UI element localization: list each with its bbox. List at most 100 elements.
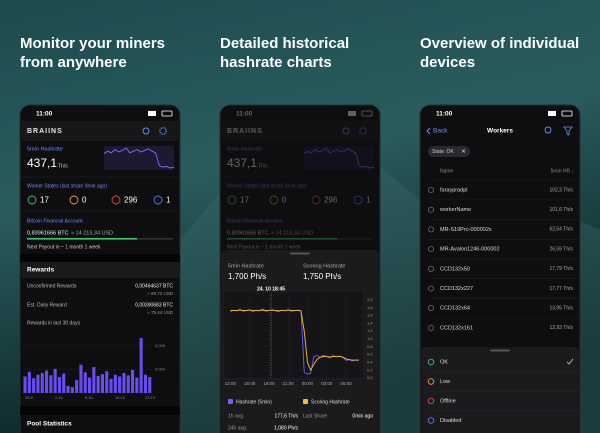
stat-value: 1,080 Ph/s xyxy=(274,425,298,431)
account-label: Bitcoin Financial Account xyxy=(27,218,83,224)
worker-states-label: Worker States (last share 0min ago) xyxy=(227,183,307,189)
filter-chip[interactable] xyxy=(428,146,470,157)
reward-bar xyxy=(139,338,143,393)
state-icon xyxy=(427,417,435,424)
back-button[interactable]: Back xyxy=(433,128,448,135)
metric-label: 5min Hashrate xyxy=(228,263,264,269)
x-tick-label: 2.10 xyxy=(55,395,64,400)
settings-icon[interactable] xyxy=(159,127,167,135)
stat-label: Last Share xyxy=(303,413,327,419)
worker-hashrate: 62,54 Th/s xyxy=(549,227,573,233)
reward-usd: ≈ 75,44 USD xyxy=(147,310,173,315)
filter-icon[interactable] xyxy=(563,126,573,136)
x-tick-label: 12:00 xyxy=(225,381,237,386)
reward-bar xyxy=(96,375,100,393)
y-tick-label: 0,6 xyxy=(367,352,373,357)
worker-name[interactable]: faraypradpl xyxy=(440,187,468,193)
state-option[interactable]: Low xyxy=(440,379,450,385)
worker-state-count: 1 xyxy=(166,196,171,205)
column-header: 5min HR ↓ xyxy=(551,168,574,174)
metric-value: 1,750 Ph/s xyxy=(303,272,341,281)
worker-hashrate: 17,79 Th/s xyxy=(549,266,573,272)
x-tick-label: 18:00 xyxy=(263,381,275,386)
balance-usd: ≈ 14 213,34 USD xyxy=(271,230,313,236)
worker-state-count: 0 xyxy=(282,196,287,205)
payout-track xyxy=(227,238,373,240)
x-tick-label: 00:00 xyxy=(302,381,314,386)
app-header xyxy=(220,121,380,141)
payout-progress xyxy=(27,238,137,240)
worker-name[interactable]: workerName xyxy=(439,207,471,213)
worker-hashrate: 12,93 Th/s xyxy=(549,325,573,331)
state-icon xyxy=(427,378,435,385)
metric-value: 1,700 Ph/s xyxy=(228,272,266,281)
legend-label: Scoring Hashrate xyxy=(311,399,350,405)
reward-bar xyxy=(100,374,104,393)
reward-bar xyxy=(70,387,74,393)
heading: hashrate charts xyxy=(220,54,332,71)
state-option[interactable]: Disabled xyxy=(440,418,461,424)
status-time: 11:00 xyxy=(236,111,253,118)
hashrate-value: 437,1 xyxy=(227,156,257,170)
state-option[interactable]: OK xyxy=(440,359,448,365)
worker-name[interactable]: MR-S19Pro-000002x xyxy=(440,227,492,233)
reward-bar xyxy=(118,376,122,393)
section-gap xyxy=(20,254,180,262)
reward-bar xyxy=(88,377,92,393)
legend-swatch xyxy=(303,399,308,404)
rewards-chart-title: Rewards in last 30 days xyxy=(27,320,81,326)
signal-icon xyxy=(148,111,156,116)
x-tick-label: 06:00 xyxy=(340,381,352,386)
reward-bar xyxy=(131,369,135,393)
battery-icon xyxy=(361,110,373,117)
hashrate-unit: Th/s xyxy=(58,163,68,169)
tooltip: 24. 10 18:45 xyxy=(257,286,285,292)
reward-bar xyxy=(83,372,87,393)
worker-hashrate: 17,77 Th/s xyxy=(549,286,573,292)
worker-name[interactable]: CCD132x161 xyxy=(440,325,473,331)
stat-value: 177,6 Th/s xyxy=(274,413,298,419)
state-option[interactable]: Offline xyxy=(440,398,456,404)
worker-name[interactable]: CCD132x50 xyxy=(440,266,470,272)
x-tick-label: 21:00 xyxy=(283,381,295,386)
sheet-handle xyxy=(490,349,510,352)
reward-bar xyxy=(40,372,44,393)
worker-name[interactable]: MR-Avalon1246-000002 xyxy=(440,247,500,253)
search-icon[interactable] xyxy=(544,126,552,134)
balance-btc: 0,83961666 BTC xyxy=(27,230,69,236)
section-gap xyxy=(20,406,180,415)
sparkline-bg xyxy=(304,146,374,170)
sheet-handle xyxy=(290,252,310,255)
reward-bar xyxy=(113,374,117,393)
sparkline xyxy=(103,147,175,169)
heading: from anywhere xyxy=(20,54,127,71)
worker-hashrate: 102,3 Th/s xyxy=(549,187,573,193)
settings-icon[interactable] xyxy=(359,127,367,135)
worker-states-label: Worker States (last share 0min ago) xyxy=(27,183,107,189)
worker-name[interactable]: CCD132x227 xyxy=(440,286,473,292)
y-tick-label: 0,4 xyxy=(367,359,373,364)
rewards-title: Rewards xyxy=(27,267,54,274)
selected-check xyxy=(566,358,574,365)
dimmed-dashboard: 11:00 BRAIINS 5min Hashrate 437,1 Th/s Worker… xyxy=(220,110,380,250)
next-payout: Next Payout in ~ 1 month 1 week xyxy=(227,244,301,250)
bell-icon[interactable] xyxy=(342,127,350,135)
reward-bar xyxy=(32,378,36,393)
chip-close[interactable] xyxy=(461,149,466,153)
status-icon xyxy=(428,187,434,193)
bell-icon[interactable] xyxy=(142,127,150,135)
balance-usd: ≈ 14 213,34 USD xyxy=(71,230,113,236)
y-tick-label: 1,2 xyxy=(367,328,373,333)
state-icon xyxy=(111,195,121,205)
payout-progress xyxy=(227,238,337,240)
status-icon xyxy=(428,324,434,331)
y-tick-label: 1,6 xyxy=(367,313,373,318)
reward-bar xyxy=(45,370,49,393)
y-tick-label: 0,0 xyxy=(367,375,373,380)
reward-bar xyxy=(23,376,27,393)
worker-name[interactable]: CCD132x64 xyxy=(440,306,470,312)
back-chevron[interactable] xyxy=(426,127,431,135)
worker-state-count: 17 xyxy=(40,196,49,205)
reward-label: Unconfirmed Rewards xyxy=(27,283,77,289)
